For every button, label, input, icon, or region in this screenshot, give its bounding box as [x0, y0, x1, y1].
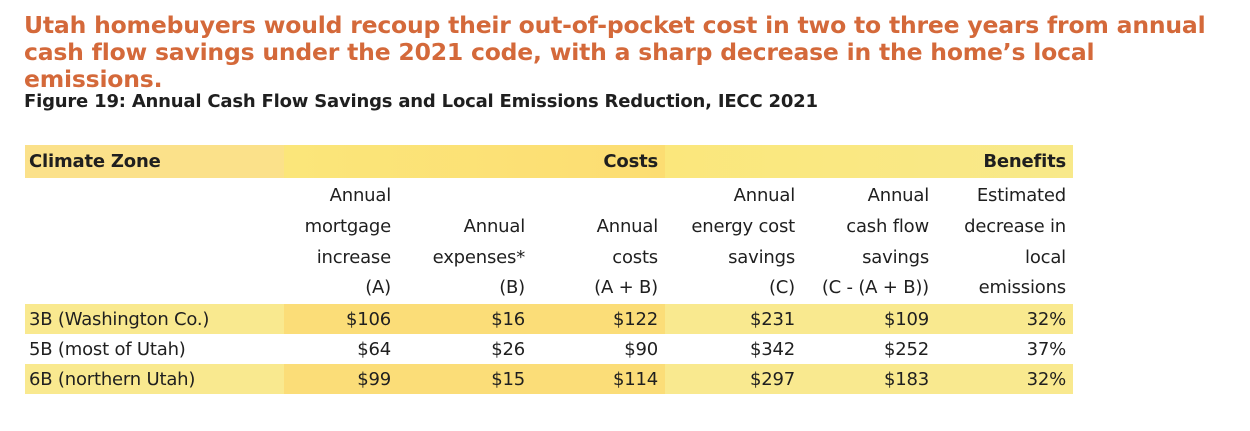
- annual-costs-cell: $90: [624, 338, 658, 360]
- column-header-row: Annual mortgage increase (A) Annual expe…: [25, 178, 1073, 304]
- table-row: 6B (northern Utah) $99 $15 $114 $297 $18…: [25, 364, 1073, 395]
- climate-zone-header: Climate Zone: [25, 145, 284, 178]
- cash-flow-savings-cell: $109: [802, 304, 936, 335]
- energy-savings-cell: $342: [749, 338, 795, 360]
- emissions-decrease-cell: 37%: [1026, 338, 1067, 360]
- cash-flow-savings-cell: $183: [802, 364, 936, 395]
- zone-cell: 3B (Washington Co.): [25, 304, 284, 335]
- energy-savings-cell: $231: [665, 304, 802, 335]
- expenses-cell: $26: [491, 338, 525, 360]
- benefits-header: Benefits: [665, 145, 1073, 178]
- mortgage-increase-header: Annual mortgage increase (A): [304, 185, 392, 299]
- mortgage-increase-cell: $106: [284, 304, 398, 335]
- emissions-decrease-cell: 32%: [936, 364, 1073, 395]
- energy-savings-header: Annual energy cost savings (C): [691, 185, 795, 299]
- headline: Utah homebuyers would recoup their out-o…: [24, 11, 1206, 93]
- mortgage-increase-cell: $99: [284, 364, 398, 395]
- annual-costs-cell: $114: [532, 364, 665, 395]
- cash-flow-savings-header: Annual cash flow savings (C - (A + B)): [821, 185, 929, 299]
- expenses-cell: $16: [398, 304, 532, 335]
- zone-cell: 6B (northern Utah): [25, 364, 284, 395]
- figure-title: Figure 19: Annual Cash Flow Savings and …: [24, 91, 818, 112]
- zone-column-header: [25, 178, 284, 304]
- table-row: 5B (most of Utah) $64 $26 $90 $342 $252 …: [25, 334, 1073, 364]
- energy-savings-cell: $297: [665, 364, 802, 395]
- emissions-decrease-header: Estimated decrease in local emissions: [964, 185, 1066, 299]
- annual-costs-cell: $122: [532, 304, 665, 335]
- costs-header: Costs: [284, 145, 665, 178]
- expenses-cell: $15: [398, 364, 532, 395]
- annual-costs-header: Annual costs (A + B): [594, 215, 658, 299]
- zone-cell: 5B (most of Utah): [29, 338, 186, 360]
- emissions-decrease-cell: 32%: [936, 304, 1073, 335]
- cash-flow-savings-cell: $252: [883, 338, 929, 360]
- mortgage-increase-cell: $64: [357, 338, 391, 360]
- group-header-row: Climate Zone Costs Benefits: [25, 145, 1073, 178]
- expenses-header: Annual expenses* (B): [432, 215, 526, 299]
- cash-flow-table: Climate Zone Costs Benefits Annual mortg…: [25, 145, 1073, 395]
- table-row: 3B (Washington Co.) $106 $16 $122 $231 $…: [25, 304, 1073, 335]
